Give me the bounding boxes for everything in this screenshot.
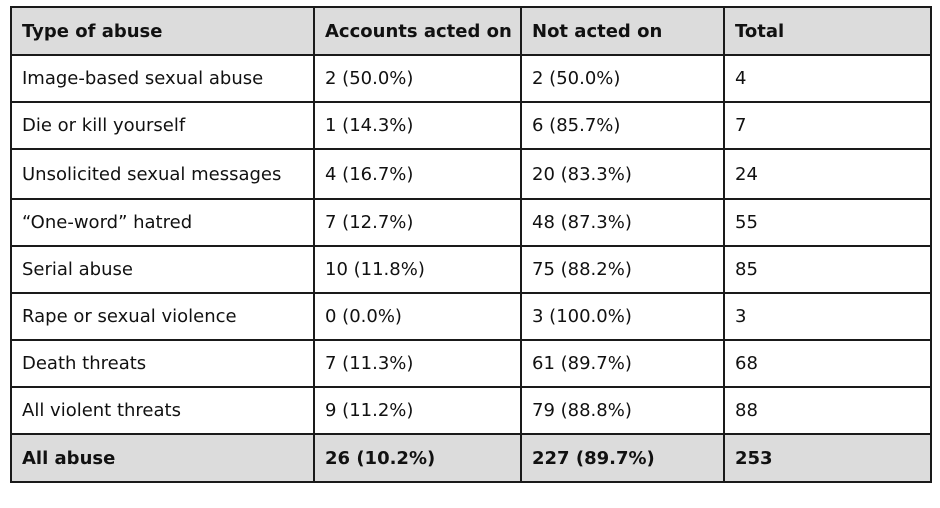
table-row: Unsolicited sexual messages 4 (16.7%) 20…: [10, 148, 932, 200]
cell-total: 3: [723, 292, 932, 341]
column-header-acted-on: Accounts acted on: [313, 6, 522, 56]
cell-total: 68: [723, 339, 932, 388]
cell-not-acted-on: 48 (87.3%): [520, 198, 725, 247]
cell-total: 4: [723, 54, 932, 103]
cell-type: Death threats: [10, 339, 315, 388]
cell-acted-on: 4 (16.7%): [313, 148, 522, 200]
table-row: Serial abuse 10 (11.8%) 75 (88.2%) 85: [10, 245, 932, 294]
cell-total-type: All abuse: [10, 433, 315, 483]
cell-acted-on: 7 (12.7%): [313, 198, 522, 247]
cell-total: 55: [723, 198, 932, 247]
table-row: “One-word” hatred 7 (12.7%) 48 (87.3%) 5…: [10, 198, 932, 247]
cell-total: 88: [723, 386, 932, 435]
cell-not-acted-on: 61 (89.7%): [520, 339, 725, 388]
table-total-row: All abuse 26 (10.2%) 227 (89.7%) 253: [10, 433, 932, 483]
table-row: Die or kill yourself 1 (14.3%) 6 (85.7%)…: [10, 101, 932, 150]
column-header-total: Total: [723, 6, 932, 56]
cell-not-acted-on: 2 (50.0%): [520, 54, 725, 103]
cell-type: All violent threats: [10, 386, 315, 435]
cell-not-acted-on: 20 (83.3%): [520, 148, 725, 200]
cell-acted-on: 1 (14.3%): [313, 101, 522, 150]
cell-total-acted-on: 26 (10.2%): [313, 433, 522, 483]
cell-acted-on: 0 (0.0%): [313, 292, 522, 341]
cell-acted-on: 7 (11.3%): [313, 339, 522, 388]
cell-total: 85: [723, 245, 932, 294]
cell-type: Image-based sexual abuse: [10, 54, 315, 103]
column-header-not-acted-on: Not acted on: [520, 6, 725, 56]
cell-not-acted-on: 79 (88.8%): [520, 386, 725, 435]
cell-total: 24: [723, 148, 932, 200]
cell-not-acted-on: 6 (85.7%): [520, 101, 725, 150]
table-row: All violent threats 9 (11.2%) 79 (88.8%)…: [10, 386, 932, 435]
abuse-table-container: Type of abuse Accounts acted on Not acte…: [10, 6, 932, 483]
cell-type: Die or kill yourself: [10, 101, 315, 150]
cell-acted-on: 2 (50.0%): [313, 54, 522, 103]
cell-type: Unsolicited sexual messages: [10, 148, 315, 200]
cell-acted-on: 9 (11.2%): [313, 386, 522, 435]
cell-type: Rape or sexual violence: [10, 292, 315, 341]
cell-type: “One-word” hatred: [10, 198, 315, 247]
cell-type: Serial abuse: [10, 245, 315, 294]
table-row: Death threats 7 (11.3%) 61 (89.7%) 68: [10, 339, 932, 388]
cell-total: 7: [723, 101, 932, 150]
column-header-type: Type of abuse: [10, 6, 315, 56]
cell-total-not-acted-on: 227 (89.7%): [520, 433, 725, 483]
cell-not-acted-on: 3 (100.0%): [520, 292, 725, 341]
table-header-row: Type of abuse Accounts acted on Not acte…: [10, 6, 932, 56]
cell-total-total: 253: [723, 433, 932, 483]
cell-acted-on: 10 (11.8%): [313, 245, 522, 294]
cell-not-acted-on: 75 (88.2%): [520, 245, 725, 294]
table-row: Image-based sexual abuse 2 (50.0%) 2 (50…: [10, 54, 932, 103]
abuse-table: Type of abuse Accounts acted on Not acte…: [10, 6, 932, 483]
table-row: Rape or sexual violence 0 (0.0%) 3 (100.…: [10, 292, 932, 341]
